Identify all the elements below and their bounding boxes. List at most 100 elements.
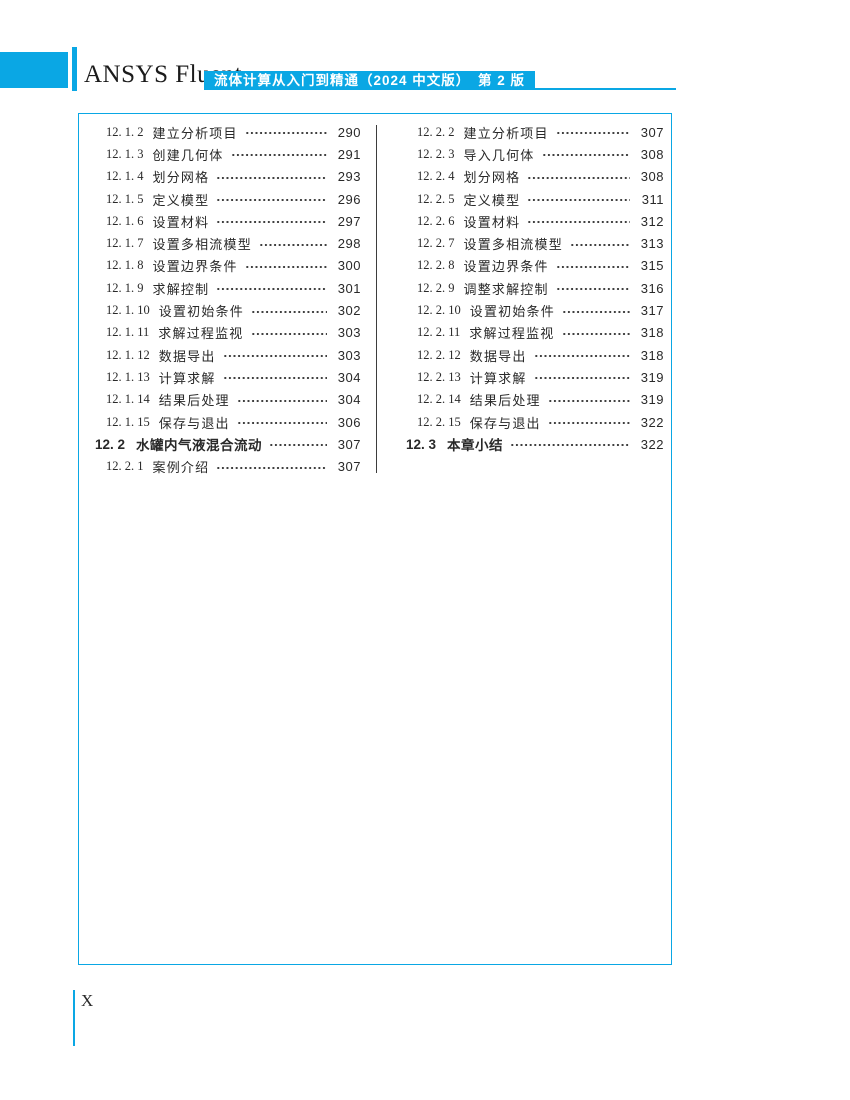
toc-leader-dots	[510, 443, 630, 448]
toc-entry: 12. 1. 6 设置材料 297	[95, 210, 361, 232]
toc-entry-number: 12. 3	[406, 436, 437, 452]
toc-entry-page: 322	[640, 414, 664, 430]
header-corner-block	[0, 52, 68, 88]
toc-entry-page: 304	[337, 369, 361, 385]
toc-entry-title: 计算求解	[158, 370, 216, 386]
toc-entry: 12. 2. 4 划分网格 308	[406, 166, 664, 188]
toc-entry-title: 求解过程监视	[158, 326, 244, 342]
toc-entry-title: 求解过程监视	[469, 326, 555, 342]
toc-leader-dots	[236, 398, 327, 403]
toc-entry-page: 307	[640, 124, 664, 140]
toc-entry-page: 302	[337, 303, 361, 319]
toc-entry-number: 12. 1. 8	[106, 258, 144, 273]
toc-entry-number: 12. 2. 2	[417, 124, 455, 139]
toc-entry: 12. 1. 4 划分网格 293	[95, 166, 361, 188]
toc-entry: 12. 2. 5 定义模型 311	[406, 188, 664, 210]
toc-entry-page: 296	[337, 191, 361, 207]
toc-entry-number: 12. 1. 15	[106, 414, 150, 429]
toc-entry-page: 317	[640, 303, 664, 319]
toc-entry: 12. 1. 5 定义模型 296	[95, 188, 361, 210]
toc-entry: 12. 1. 14 结果后处理 304	[95, 389, 361, 411]
toc-leader-dots	[555, 264, 630, 269]
toc-entry-number: 12. 2. 15	[417, 414, 461, 429]
toc-entry-page: 307	[337, 459, 361, 475]
toc-entry-number: 12. 2. 8	[417, 258, 455, 273]
toc-entry-title: 设置边界条件	[152, 259, 238, 275]
toc-entry-number: 12. 2. 6	[417, 213, 455, 228]
toc-entry-page: 311	[641, 191, 664, 207]
toc-entry-title: 建立分析项目	[152, 125, 238, 141]
toc-entry: 12. 2. 14 结果后处理 319	[406, 389, 664, 411]
toc-entry-number: 12. 2. 1	[106, 459, 144, 474]
toc-entry-page: 318	[640, 347, 664, 363]
toc-entry: 12. 2. 1 案例介绍 307	[95, 455, 361, 477]
toc-entry-title: 定义模型	[152, 192, 210, 208]
toc-entry: 12. 2. 6 设置材料 312	[406, 210, 664, 232]
toc-leader-dots	[561, 331, 630, 336]
toc-entry-number: 12. 2. 7	[417, 236, 455, 251]
toc-leader-dots	[216, 287, 327, 292]
toc-entry-page: 301	[337, 280, 361, 296]
toc-entry-page: 291	[337, 146, 361, 162]
toc-entry-number: 12. 1. 12	[106, 347, 150, 362]
toc-entry-title: 设置材料	[152, 214, 210, 230]
toc-entry: 12. 1. 7 设置多相流模型 298	[95, 232, 361, 254]
toc-leader-dots	[561, 309, 630, 314]
toc-entry: 12. 2. 13 计算求解 319	[406, 366, 664, 388]
toc-entry-number: 12. 2. 10	[417, 303, 461, 318]
toc-entry: 12. 2. 12 数据导出 318	[406, 344, 664, 366]
toc-entry-number: 12. 1. 6	[106, 213, 144, 228]
toc-entry: 12. 1. 2 建立分析项目 290	[95, 121, 361, 143]
toc-left-column: 12. 1. 2 建立分析项目 290 12. 1. 3 创建几何体 291 12. 1. …	[95, 121, 361, 478]
toc-entry-title: 划分网格	[152, 170, 210, 186]
toc-entry-page: 303	[337, 325, 361, 341]
toc-leader-dots	[527, 220, 630, 225]
toc-entry-title: 创建几何体	[152, 147, 224, 163]
toc-entry-page: 306	[337, 414, 361, 430]
toc-entry-title: 保存与退出	[469, 415, 541, 431]
toc-entry-title: 设置材料	[463, 214, 521, 230]
toc-entry-title: 数据导出	[469, 348, 527, 364]
footer-accent-bar	[73, 990, 75, 1046]
toc-entry-title: 结果后处理	[469, 393, 541, 409]
toc-entry: 12. 2. 9 调整求解控制 316	[406, 277, 664, 299]
toc-leader-dots	[533, 354, 630, 359]
toc-leader-dots	[547, 421, 630, 425]
toc-entry-number: 12. 2. 5	[417, 191, 455, 206]
toc-entry-page: 290	[337, 124, 361, 140]
toc-leader-dots	[258, 242, 327, 247]
header-accent-bar	[72, 47, 77, 91]
toc-entry-page: 318	[640, 325, 664, 341]
toc-entry-page: 319	[640, 392, 664, 408]
toc-right-column: 12. 2. 2 建立分析项目 307 12. 2. 3 导入几何体 308 12. 2. …	[406, 121, 664, 455]
toc-leader-dots	[216, 198, 327, 203]
toc-entry-page: 313	[640, 236, 664, 252]
toc-entry-page: 308	[640, 169, 664, 185]
toc-leader-dots	[533, 376, 630, 381]
toc-entry: 12. 2. 7 设置多相流模型 313	[406, 232, 664, 254]
toc-entry-number: 12. 2. 13	[417, 369, 461, 384]
toc-entry-title: 划分网格	[463, 170, 521, 186]
toc-leader-dots	[222, 376, 327, 381]
toc-leader-dots	[541, 153, 630, 158]
toc-entry: 12. 2 水罐内气液混合流动 307	[95, 433, 361, 455]
toc-entry-page: 322	[640, 436, 664, 452]
toc-entry-title: 保存与退出	[158, 415, 230, 431]
toc-entry-page: 319	[640, 369, 664, 385]
toc-leader-dots	[547, 398, 630, 403]
toc-leader-dots	[216, 465, 327, 470]
toc-entry-page: 297	[337, 213, 361, 229]
toc-container: 12. 1. 2 建立分析项目 290 12. 1. 3 创建几何体 291 12. 1. …	[78, 113, 672, 965]
toc-entry: 12. 2. 3 导入几何体 308	[406, 143, 664, 165]
toc-entry-page: 300	[337, 258, 361, 274]
toc-entry-number: 12. 2. 14	[417, 392, 461, 407]
toc-entry: 12. 3 本章小结 322	[406, 433, 664, 455]
toc-entry-title: 设置多相流模型	[463, 237, 563, 253]
toc-entry-page: 298	[337, 236, 361, 252]
toc-leader-dots	[222, 354, 327, 359]
toc-leader-dots	[244, 131, 327, 136]
toc-entry: 12. 1. 3 创建几何体 291	[95, 143, 361, 165]
toc-entry-title: 导入几何体	[463, 147, 535, 163]
toc-entry-page: 315	[640, 258, 664, 274]
